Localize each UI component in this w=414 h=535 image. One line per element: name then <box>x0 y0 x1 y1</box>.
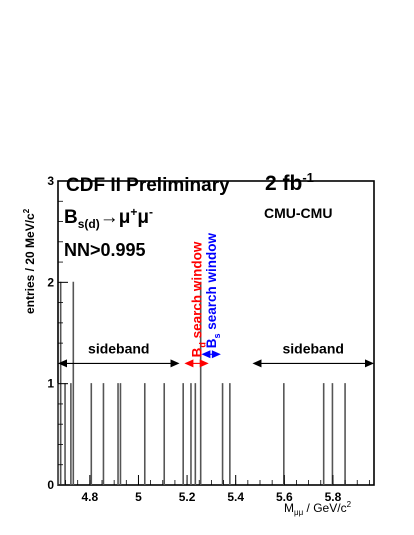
luminosity-label: 2 fb-1 <box>265 170 314 195</box>
sideband-arrow-head-left <box>252 359 262 368</box>
plot-frame <box>57 180 375 486</box>
y-tick-label: 1 <box>47 377 54 391</box>
search-window-arrow-head-right <box>199 359 209 368</box>
chart-title: CDF II Preliminary <box>66 175 230 196</box>
y-axis-label: entries / 20 MeV/c2 <box>22 208 37 314</box>
y-tick-label: 0 <box>47 478 54 492</box>
search-window-label: Bs search window <box>204 232 222 348</box>
x-tick-label: 4.8 <box>81 490 98 504</box>
x-tick-label: 5.6 <box>276 490 293 504</box>
sideband-label: sideband <box>282 340 343 356</box>
selection-label: NN>0.995 <box>64 240 146 260</box>
search-window-arrow-head-left <box>184 359 194 368</box>
x-tick-label: 5.8 <box>325 490 342 504</box>
histogram-bars <box>57 281 346 485</box>
search-window-label: Bd search window <box>190 241 208 357</box>
x-tick-label: 5 <box>135 490 142 504</box>
axis-ticks: 4.8 5 5.2 5.4 5.6 5.8 0 1 2 3 <box>47 174 370 504</box>
sideband-arrow-head-left <box>58 359 67 368</box>
x-axis-label: Mμμ / GeV/c2 <box>284 500 352 517</box>
channel-label: CMU-CMU <box>264 205 332 221</box>
process-label: Bs(d)→μ+μ- <box>64 205 153 231</box>
x-tick-label: 5.2 <box>179 490 196 504</box>
y-tick-label: 3 <box>47 174 54 188</box>
search-window-arrow-head-left <box>201 350 211 359</box>
search-window-arrow-head-right <box>211 350 221 359</box>
x-tick-label: 5.4 <box>227 490 244 504</box>
sideband-label: sideband <box>88 340 149 356</box>
sideband-arrow-head-right <box>170 359 180 368</box>
sideband-arrow-head-right <box>365 359 374 368</box>
y-tick-label: 2 <box>47 275 54 289</box>
